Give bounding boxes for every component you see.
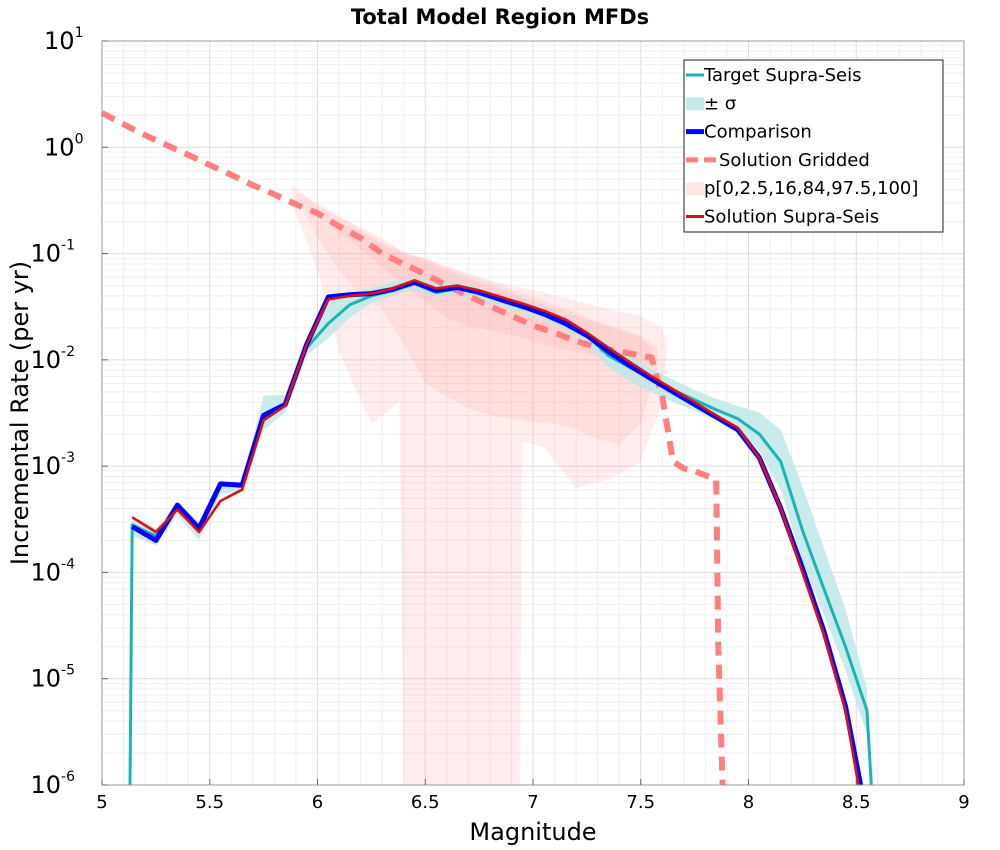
x-axis-ticks: 5 5.5 6 6.5 7 7.5 8 8.5 9 — [96, 779, 970, 813]
y-tick-label: 10-3 — [30, 450, 75, 480]
y-tick-label: 10-2 — [30, 344, 75, 374]
legend-label: Target Supra-Seis — [703, 65, 861, 86]
legend-label: p[0,2.5,16,84,97.5,100] — [704, 178, 918, 199]
y-axis-label: Incremental Rate (per yr) — [6, 261, 34, 565]
sigma-band — [132, 277, 867, 735]
y-tick-label: 10-5 — [30, 663, 75, 693]
chart-title: Total Model Region MFDs — [351, 5, 649, 29]
y-tick-label: 10-4 — [30, 556, 75, 586]
x-tick-label: 7.5 — [626, 792, 655, 813]
series-solution-gridded — [100, 110, 726, 786]
x-tick-label: 5.5 — [195, 792, 224, 813]
y-axis-ticks: 10-6 10-5 10-4 10-3 10-2 10-1 100 101 — [30, 25, 108, 799]
legend-label: ± σ — [704, 93, 736, 114]
legend-box — [683, 59, 944, 233]
x-tick-label: 6 — [312, 792, 323, 813]
x-tick-label: 8 — [743, 792, 754, 813]
x-tick-label: 9 — [958, 792, 969, 813]
legend-label: Solution Gridded — [719, 150, 870, 171]
x-tick-label: 5 — [96, 792, 107, 813]
legend-swatch-band — [686, 182, 704, 196]
series-solution-supra-seis — [131, 278, 860, 786]
y-tick-label: 101 — [44, 25, 83, 55]
x-tick-label: 8.5 — [842, 792, 871, 813]
x-axis-label: Magnitude — [469, 818, 596, 846]
data-series — [100, 110, 873, 786]
legend-label: Solution Supra-Seis — [704, 207, 879, 228]
x-tick-label: 7 — [527, 792, 538, 813]
percentile-band-inner — [296, 191, 658, 445]
y-tick-label: 100 — [44, 131, 83, 161]
legend-swatch-band — [686, 97, 704, 111]
y-tick-label: 10-1 — [30, 238, 75, 268]
y-tick-label: 10-6 — [30, 769, 75, 799]
legend: Target Supra-Seis ± σ Comparison Solution G… — [683, 59, 944, 233]
legend-label: Comparison — [704, 122, 812, 143]
x-tick-label: 6.5 — [411, 792, 440, 813]
